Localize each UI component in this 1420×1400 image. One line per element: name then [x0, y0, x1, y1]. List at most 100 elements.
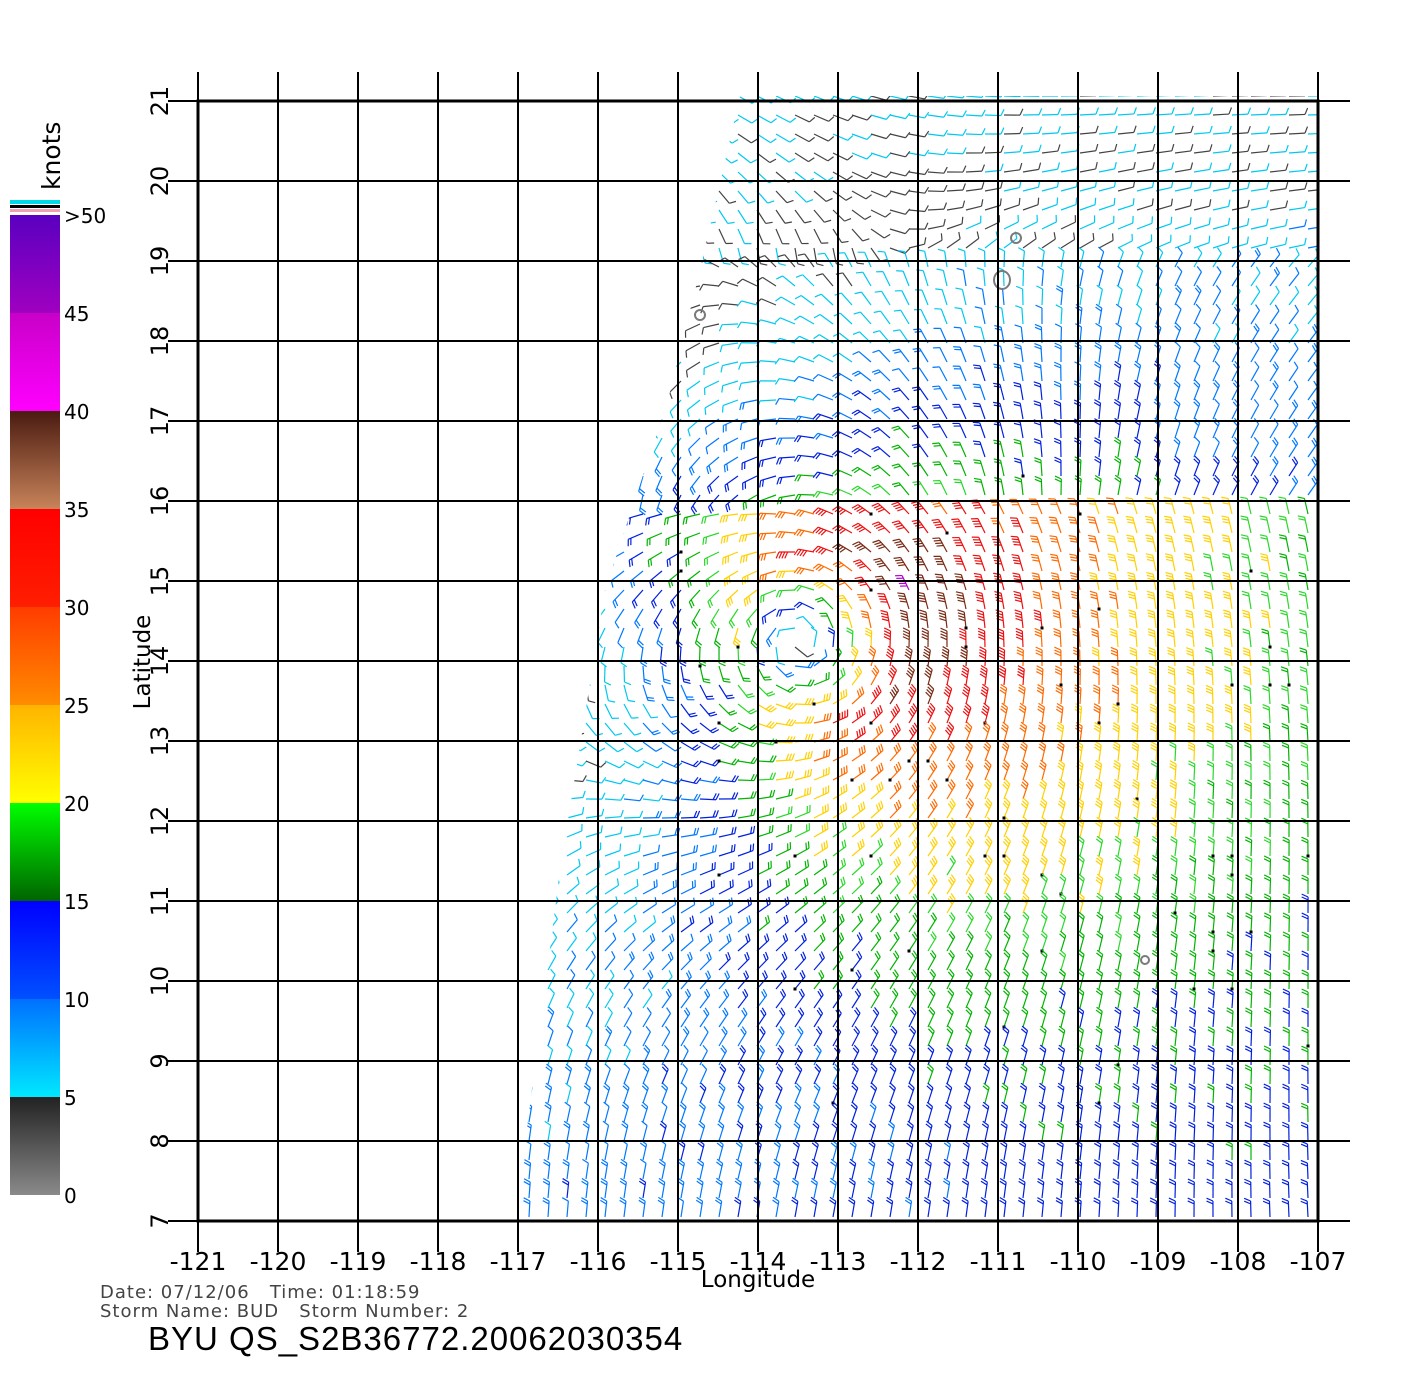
barb-feather — [1204, 596, 1212, 600]
wind-barb — [1204, 647, 1214, 667]
barb-feather — [1242, 593, 1250, 597]
barb-feather — [632, 240, 640, 243]
barb-feather — [883, 630, 891, 635]
wind-barb — [813, 649, 828, 667]
barb-feather — [622, 510, 629, 515]
wind-barb — [547, 456, 560, 475]
barb-feather — [1174, 398, 1181, 405]
wind-barb — [1212, 144, 1232, 154]
barb-shaft — [1098, 270, 1104, 287]
barb-shaft — [737, 133, 752, 144]
barb-feather — [708, 221, 716, 224]
barb-shaft — [528, 285, 544, 294]
barb-feather — [759, 513, 764, 520]
barb-feather — [540, 197, 548, 202]
barb-feather — [921, 627, 929, 632]
barb-feather — [962, 165, 967, 173]
barb-shaft — [1212, 404, 1220, 420]
wind-barb — [832, 190, 853, 201]
barb-feather — [541, 309, 549, 315]
barb-feather — [1050, 556, 1058, 559]
wind-barb — [1288, 144, 1308, 154]
barb-shaft — [1003, 169, 1020, 173]
barb-feather — [1304, 144, 1308, 152]
barb-feather — [1255, 285, 1261, 292]
barb-feather — [617, 642, 624, 649]
wind-barb — [889, 112, 911, 120]
barb-feather — [1242, 628, 1250, 632]
barb-shaft — [1117, 96, 1135, 97]
barb-feather — [688, 241, 696, 244]
wind-barb — [1193, 265, 1202, 287]
barb-feather — [1272, 477, 1278, 485]
wind-barb — [737, 247, 749, 266]
barb-shaft — [1269, 243, 1286, 249]
barb-feather — [603, 377, 611, 382]
barb-feather — [893, 427, 901, 432]
barb-shaft — [1212, 132, 1229, 135]
barb-shaft — [760, 360, 777, 363]
barb-shaft — [1174, 205, 1191, 211]
wind-barb — [851, 370, 872, 382]
wind-barb — [1126, 553, 1138, 572]
barb-feather — [770, 118, 777, 124]
barb-shaft — [961, 289, 967, 306]
barb-shaft — [528, 114, 544, 124]
barb-feather — [1222, 571, 1230, 575]
barb-shaft — [684, 285, 701, 290]
barb-shaft — [559, 646, 568, 662]
barb-feather — [974, 480, 982, 483]
wind-barb — [956, 267, 967, 287]
barb-feather — [851, 370, 859, 375]
wind-barb — [871, 483, 891, 496]
barb-feather — [997, 649, 1005, 654]
wind-barb — [1307, 244, 1318, 249]
wind-barb — [547, 323, 566, 337]
wind-barb — [1193, 398, 1201, 420]
barb-feather — [513, 595, 514, 602]
barb-feather — [690, 508, 696, 515]
barb-feather — [683, 310, 686, 318]
wind-barb — [877, 593, 891, 610]
barb-feather — [726, 463, 729, 471]
barb-feather — [1203, 590, 1211, 594]
wind-barb — [1297, 515, 1309, 534]
barb-feather — [841, 240, 849, 244]
wind-barb — [812, 471, 834, 479]
barb-feather — [519, 679, 525, 686]
wind-barb — [1166, 609, 1176, 629]
barb-feather — [1293, 456, 1299, 463]
barb-feather — [1284, 237, 1288, 245]
barb-feather — [657, 506, 664, 513]
barb-feather — [1144, 497, 1152, 500]
barb-feather — [723, 536, 726, 544]
wind-barb — [720, 532, 739, 544]
barb-feather — [765, 221, 773, 225]
barb-feather — [569, 472, 577, 476]
wind-barb — [1288, 200, 1308, 211]
wind-barb — [1144, 515, 1157, 534]
wind-barb — [959, 627, 967, 648]
barb-feather — [1049, 535, 1057, 538]
barb-shaft — [699, 190, 711, 204]
barb-feather — [934, 573, 942, 576]
barb-feather — [1166, 612, 1174, 616]
barb-feather — [813, 313, 821, 319]
barb-feather — [637, 119, 644, 125]
barb-shaft — [832, 171, 848, 181]
barb-shaft — [499, 685, 510, 697]
barb-feather — [810, 626, 818, 632]
wind-barb — [1114, 474, 1122, 496]
barb-feather — [1053, 380, 1061, 385]
barb-feather — [763, 676, 771, 679]
wind-barb — [718, 152, 738, 164]
wind-barb — [1269, 247, 1281, 268]
barb-feather — [1114, 344, 1121, 350]
barb-feather — [1090, 577, 1098, 581]
barb-shaft — [603, 456, 606, 473]
barb-feather — [812, 545, 819, 552]
barb-feather — [1210, 89, 1213, 95]
barb-feather — [614, 599, 619, 607]
wind-barb — [757, 551, 777, 562]
barb-feather — [856, 544, 864, 550]
